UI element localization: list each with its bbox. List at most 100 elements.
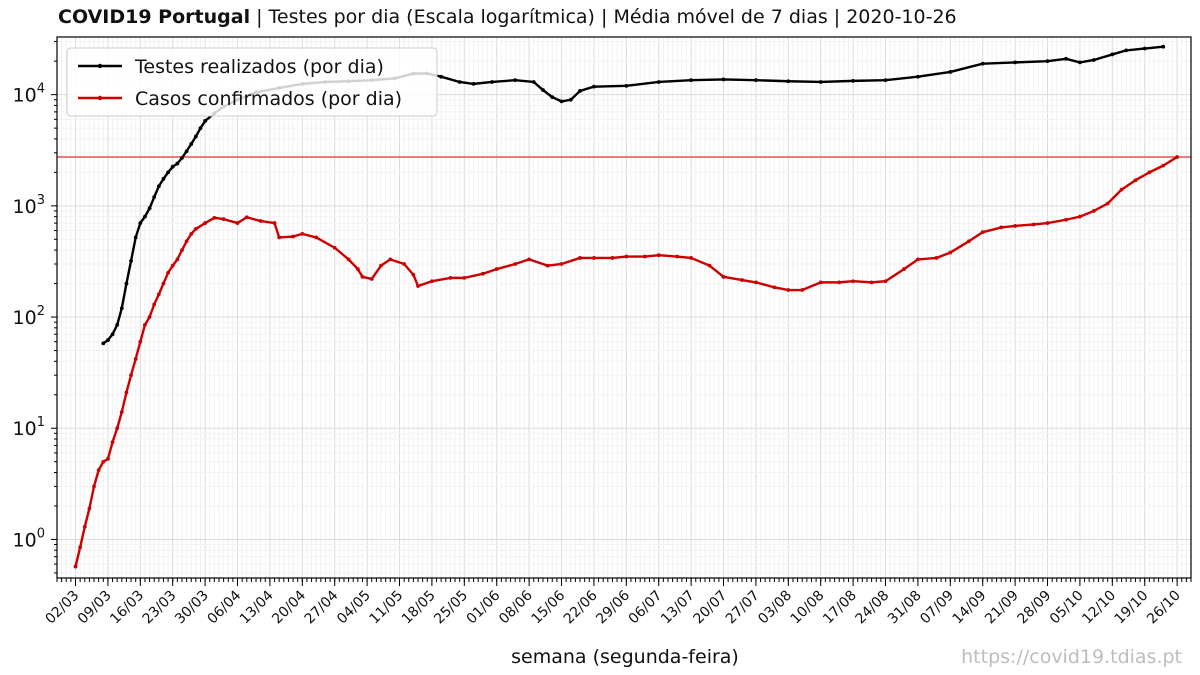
data-point	[360, 274, 365, 279]
data-point	[559, 99, 564, 104]
data-point	[1142, 46, 1147, 51]
data-point	[332, 245, 337, 250]
data-point	[531, 80, 536, 84]
data-point	[578, 256, 582, 260]
data-point	[462, 275, 467, 280]
data-point	[379, 263, 383, 268]
data-point	[110, 440, 115, 445]
data-point	[175, 161, 180, 166]
data-point	[106, 457, 110, 461]
x-tick-label: 22/06	[561, 587, 601, 627]
data-point	[133, 357, 138, 361]
data-point	[161, 281, 166, 286]
data-point	[689, 256, 694, 260]
data-point	[916, 74, 920, 79]
data-point	[133, 235, 138, 240]
x-tick-label: 23/03	[140, 588, 180, 628]
watermark: https://covid19.tdias.pt	[961, 646, 1182, 668]
y-tick-label: 104	[13, 82, 45, 107]
data-point	[124, 281, 129, 286]
data-point	[568, 97, 573, 102]
data-point	[675, 254, 680, 259]
data-point	[1013, 60, 1018, 65]
x-tick-label: 07/09	[917, 588, 957, 628]
data-point	[73, 564, 78, 569]
data-point	[721, 274, 726, 279]
data-point	[152, 302, 157, 307]
data-point	[656, 80, 661, 84]
data-point	[92, 484, 96, 489]
data-point	[78, 545, 83, 550]
x-tick-label: 08/06	[496, 587, 536, 627]
x-tick-label: 28/09	[1014, 588, 1054, 628]
data-point	[291, 234, 295, 239]
data-point	[494, 267, 499, 271]
x-axis: 02/0309/0316/0323/0330/0306/0413/0420/04…	[42, 578, 1192, 628]
data-point	[212, 215, 217, 220]
data-point	[193, 227, 198, 231]
data-point	[883, 78, 888, 83]
data-point	[916, 257, 920, 262]
legend-swatch-marker	[97, 95, 103, 101]
data-point	[388, 257, 393, 262]
data-point	[166, 270, 170, 275]
data-point	[101, 459, 106, 464]
data-point	[1119, 187, 1124, 192]
data-point	[624, 83, 629, 88]
data-point	[314, 235, 319, 240]
data-point	[448, 275, 453, 280]
x-tick-label: 05/10	[1047, 588, 1087, 628]
data-point	[1091, 209, 1096, 213]
data-point	[346, 257, 351, 262]
data-point	[550, 95, 555, 100]
data-point	[513, 262, 518, 266]
data-point	[300, 231, 305, 236]
data-point	[96, 468, 101, 473]
data-point	[754, 280, 758, 285]
data-point	[592, 84, 596, 89]
data-point	[490, 80, 494, 84]
data-point	[656, 253, 661, 258]
data-point	[235, 221, 240, 225]
data-point	[203, 119, 208, 123]
data-point	[624, 254, 629, 259]
data-point	[527, 257, 532, 262]
data-point	[610, 256, 615, 260]
x-tick-label: 06/04	[204, 587, 244, 627]
data-point	[869, 280, 874, 285]
data-point	[170, 164, 175, 169]
x-tick-label: 13/04	[237, 587, 277, 627]
data-point	[740, 278, 744, 282]
data-point	[1078, 214, 1082, 219]
data-point	[106, 338, 110, 343]
data-point	[156, 292, 161, 297]
data-point	[1091, 58, 1096, 62]
x-tick-label: 11/05	[366, 588, 406, 628]
data-point	[592, 256, 596, 260]
data-point	[1064, 56, 1068, 61]
data-point	[119, 410, 124, 414]
legend-label: Testes realizados (por dia)	[134, 56, 384, 78]
data-point	[721, 77, 726, 82]
data-point	[180, 248, 184, 253]
data-point	[1031, 222, 1036, 227]
grid	[56, 37, 1192, 578]
x-tick-label: 12/10	[1079, 588, 1119, 628]
data-point	[1064, 217, 1068, 222]
x-tick-label: 21/09	[982, 588, 1022, 628]
data-point	[129, 258, 133, 263]
x-tick-label: 15/06	[528, 587, 568, 627]
x-tick-label: 14/09	[950, 588, 990, 628]
chart-title-rest: | Testes por dia (Escala logarítmica) | …	[250, 6, 957, 28]
data-point	[189, 142, 194, 146]
data-point	[147, 315, 152, 319]
data-point	[948, 250, 953, 255]
series-casos	[73, 155, 1180, 569]
data-point	[883, 279, 888, 284]
x-tick-label: 06/07	[626, 588, 666, 628]
data-point	[189, 231, 194, 236]
data-point	[1147, 170, 1152, 175]
data-point	[772, 285, 777, 290]
data-point	[203, 221, 208, 225]
x-tick-label: 10/08	[788, 588, 828, 628]
